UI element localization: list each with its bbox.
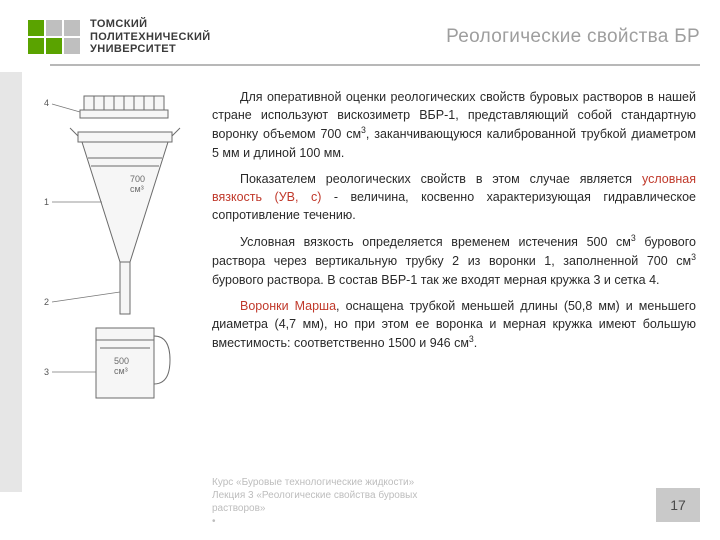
logo-line-3: УНИВЕРСИТЕТ bbox=[90, 43, 211, 56]
body-text: Для оперативной оценки реологических сво… bbox=[212, 88, 696, 360]
logo-square bbox=[64, 38, 80, 54]
logo-square bbox=[64, 20, 80, 36]
footer-line-2: Лекция 3 «Реологические свойства буровых bbox=[212, 489, 417, 502]
svg-text:см³: см³ bbox=[114, 366, 128, 376]
footer: Курс «Буровые технологические жидкости» … bbox=[212, 476, 417, 528]
header: ТОМСКИЙ ПОЛИТЕХНИЧЕСКИЙ УНИВЕРСИТЕТ Реол… bbox=[28, 18, 700, 56]
logo-square bbox=[28, 38, 44, 54]
page-number: 17 bbox=[670, 497, 686, 513]
footer-line-3: растворов» bbox=[212, 502, 417, 515]
label-1: 1 bbox=[44, 197, 49, 207]
viscometer-diagram: 700 см³ 500 см³ 4 1 2 3 bbox=[34, 92, 194, 422]
logo-mark bbox=[28, 20, 80, 54]
label-2: 2 bbox=[44, 297, 49, 307]
paragraph-4: Воронки Марша, оснащена трубкой меньшей … bbox=[212, 297, 696, 353]
logo-line-2: ПОЛИТЕХНИЧЕСКИЙ bbox=[90, 31, 211, 44]
paragraph-2: Показателем реологических свойств в этом… bbox=[212, 170, 696, 224]
highlight-marsh: Воронки Марша bbox=[240, 299, 336, 313]
footer-line-4: • bbox=[212, 515, 417, 528]
label-3: 3 bbox=[44, 367, 49, 377]
logo-line-1: ТОМСКИЙ bbox=[90, 18, 211, 31]
logo-text: ТОМСКИЙ ПОЛИТЕХНИЧЕСКИЙ УНИВЕРСИТЕТ bbox=[90, 18, 211, 56]
left-gutter bbox=[0, 72, 22, 492]
header-divider bbox=[50, 64, 700, 66]
svg-text:см³: см³ bbox=[130, 184, 144, 194]
paragraph-3: Условная вязкость определяется временем … bbox=[212, 232, 696, 289]
logo: ТОМСКИЙ ПОЛИТЕХНИЧЕСКИЙ УНИВЕРСИТЕТ bbox=[28, 18, 211, 56]
footer-line-1: Курс «Буровые технологические жидкости» bbox=[212, 476, 417, 489]
label-4: 4 bbox=[44, 98, 49, 108]
page-number-badge: 17 bbox=[656, 488, 700, 522]
paragraph-1: Для оперативной оценки реологических сво… bbox=[212, 88, 696, 162]
funnel-vol-label: 700 bbox=[130, 174, 145, 184]
logo-square bbox=[28, 20, 44, 36]
cup-vol-label: 500 bbox=[114, 356, 129, 366]
logo-square bbox=[46, 20, 62, 36]
page-title: Реологические свойства БР bbox=[446, 26, 700, 48]
logo-square bbox=[46, 38, 62, 54]
